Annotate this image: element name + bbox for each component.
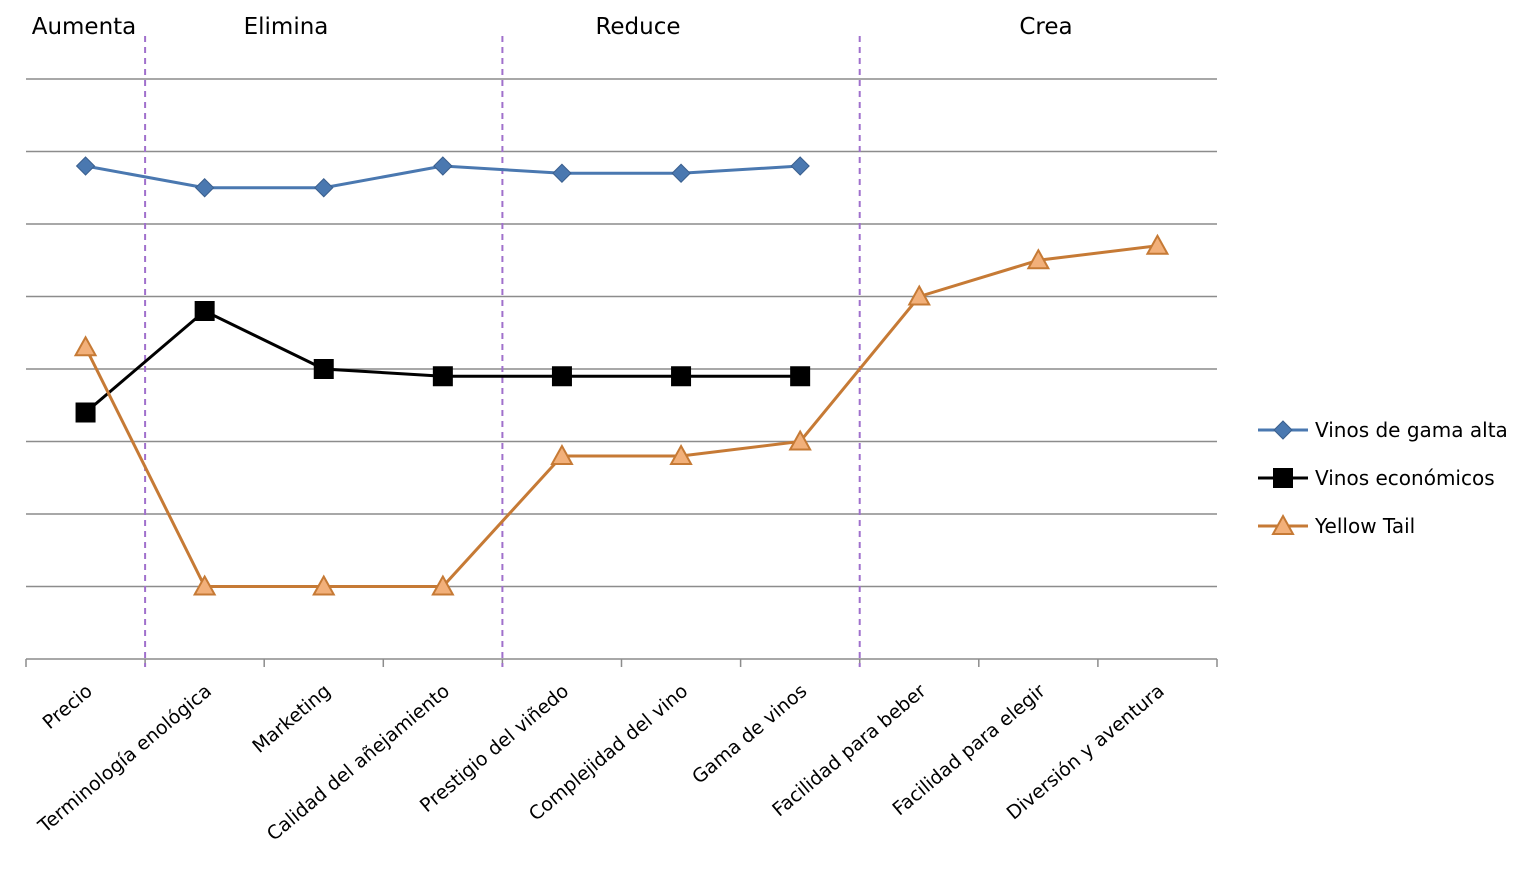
data-point — [431, 574, 455, 596]
gridlines — [26, 78, 1217, 588]
x-axis — [25, 658, 1218, 667]
data-point — [433, 156, 453, 176]
data-point — [907, 284, 931, 306]
section-label-crea: Crea — [1019, 14, 1072, 40]
legend-label: Vinos de gama alta — [1315, 418, 1508, 442]
legend-marker — [1273, 468, 1293, 488]
x-tick-label: Precio — [39, 680, 97, 734]
data-point — [671, 366, 692, 387]
data-point — [194, 178, 215, 198]
data-point — [790, 156, 810, 176]
series-3 — [73, 233, 1170, 596]
series-line — [84, 244, 1158, 588]
data-point — [75, 156, 96, 176]
series-1 — [75, 156, 810, 198]
data-point — [550, 443, 574, 465]
data-point — [312, 574, 336, 596]
x-tick-label: Marketing — [248, 680, 335, 758]
data-point — [432, 366, 453, 387]
legend-label: Yellow Tail — [1314, 514, 1415, 538]
legend-item: Vinos económicos — [1258, 466, 1495, 490]
data-point — [551, 366, 572, 387]
section-label-reduce: Reduce — [595, 14, 680, 40]
data-point — [314, 178, 334, 198]
section-label-aumenta: Aumenta — [32, 14, 137, 40]
x-tick-label: Gama de vinos — [688, 680, 811, 788]
data-point — [671, 163, 691, 183]
legend: Vinos de gama alta Vinos económicos Yellow… — [1258, 418, 1508, 538]
legend-marker — [1273, 420, 1293, 440]
series-2 — [75, 301, 811, 423]
data-point — [313, 359, 334, 379]
data-point — [552, 163, 572, 183]
data-point — [1145, 233, 1170, 255]
section-dividers — [144, 36, 861, 667]
section-label-elimina: Elimina — [244, 14, 329, 40]
series-line — [84, 309, 801, 414]
legend-item: Vinos de gama alta — [1258, 418, 1508, 442]
legend-item: Yellow Tail — [1258, 513, 1415, 538]
data-point — [669, 443, 693, 465]
data-point — [75, 402, 96, 423]
data-point — [73, 335, 98, 357]
data-point — [1026, 248, 1051, 270]
data-point — [790, 366, 811, 387]
series-lines — [73, 156, 1170, 596]
data-point — [194, 301, 215, 321]
legend-label: Vinos económicos — [1315, 466, 1495, 490]
data-point — [192, 574, 217, 596]
data-point — [788, 429, 812, 451]
section-labels: Aumenta Elimina Reduce Crea — [32, 14, 1073, 40]
legend-marker — [1271, 513, 1295, 535]
